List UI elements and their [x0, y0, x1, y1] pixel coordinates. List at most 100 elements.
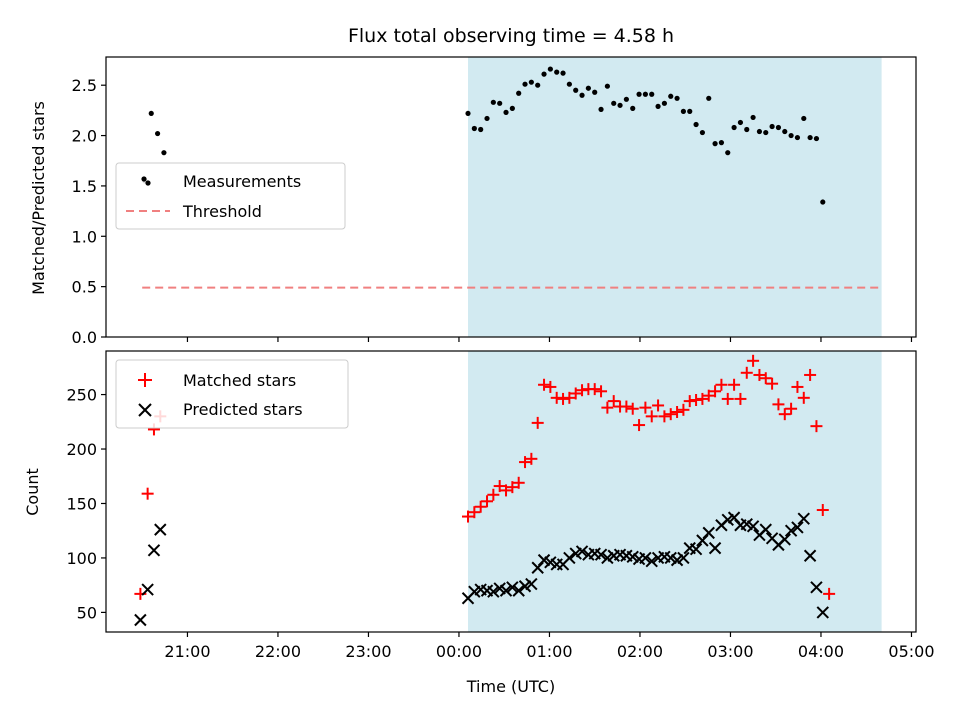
- matched-star-point: [500, 484, 513, 497]
- xtick-label-5: 02:00: [617, 642, 663, 661]
- predicted-star-point: [639, 551, 652, 565]
- x-axis-label: Time (UTC): [466, 677, 555, 696]
- matched-star-point: [544, 380, 557, 393]
- measurement-point: [706, 95, 712, 101]
- matched-star-point: [468, 506, 481, 519]
- bottom-y-ticks: 50 100 150 200 250: [66, 386, 106, 622]
- measurement-point: [522, 81, 528, 87]
- top-ytick-label-5: 2.5: [72, 76, 97, 95]
- matched-star-point: [481, 495, 494, 508]
- predicted-star-point: [784, 524, 798, 537]
- measurement-point: [478, 126, 484, 133]
- matched-star-point: [690, 394, 703, 407]
- matched-star-point: [563, 391, 576, 404]
- matched-star-point: [728, 378, 741, 391]
- matched-star-point: [626, 402, 639, 415]
- matched-star-point: [740, 366, 753, 379]
- measurement-point: [661, 100, 668, 106]
- xtick-label-0: 21:00: [164, 642, 210, 661]
- measurement-point: [535, 82, 541, 88]
- measurement-point: [148, 110, 154, 117]
- predicted-star-point: [141, 583, 154, 596]
- top-ytick-label-2: 1.0: [72, 227, 97, 246]
- measurement-point: [699, 129, 706, 136]
- measurement-point: [497, 100, 503, 106]
- measurement-point: [668, 93, 674, 99]
- top-panel: 0.0 0.5 1.0 1.5 2.0 2.5 Matched/Predicted sta…: [29, 56, 917, 347]
- measurement-point: [579, 92, 585, 98]
- matched-star-point: [141, 487, 154, 500]
- matched-star-points: [134, 354, 836, 600]
- matched-star-point: [747, 354, 760, 367]
- matched-star-point: [759, 372, 772, 385]
- xtick-label-6: 03:00: [707, 642, 753, 661]
- measurement-point: [642, 91, 648, 97]
- matched-star-point: [557, 392, 570, 405]
- legend-threshold-label: Threshold: [182, 202, 262, 221]
- matched-star-point: [753, 368, 766, 381]
- measurement-point: [547, 66, 553, 72]
- predicted-star-points: [134, 511, 829, 627]
- xtick-label-8: 05:00: [888, 642, 934, 661]
- top-x-ticks: [186, 337, 913, 342]
- predicted-star-point: [810, 581, 823, 594]
- measurement-point: [509, 105, 515, 111]
- measurement-point: [807, 134, 813, 141]
- matched-star-point: [595, 385, 608, 398]
- measurement-point: [154, 130, 161, 137]
- legend-predicted-label: Predicted stars: [183, 400, 303, 419]
- matched-star-point: [721, 392, 734, 405]
- matched-star-point: [766, 377, 779, 390]
- measurement-point: [655, 103, 661, 109]
- matched-star-point: [645, 410, 658, 423]
- measurement-point: [528, 79, 534, 85]
- matched-star-point: [506, 481, 519, 494]
- matched-star-point: [519, 456, 532, 469]
- matched-star-point: [734, 392, 747, 405]
- matched-star-point: [607, 395, 620, 408]
- predicted-star-point: [791, 521, 804, 534]
- matched-star-point: [677, 403, 690, 416]
- measurement-point: [490, 99, 496, 105]
- matched-star-point: [702, 389, 715, 402]
- measurement-point: [465, 110, 471, 117]
- matched-star-point: [772, 398, 785, 411]
- measurement-point: [756, 128, 763, 135]
- matched-star-point: [538, 378, 551, 391]
- measurement-point: [503, 109, 509, 115]
- matched-star-point: [633, 419, 646, 432]
- predicted-star-point: [803, 549, 817, 562]
- measurement-point: [604, 83, 610, 89]
- measurement-point: [573, 87, 579, 93]
- predicted-star-point: [594, 548, 608, 561]
- bottom-panel: 50 100 150 200 250 21:00 22:00 23:00 00:00 01:00…: [23, 350, 935, 696]
- matched-star-point: [652, 399, 665, 412]
- matched-star-point: [639, 401, 652, 414]
- xtick-label-7: 04:00: [798, 642, 844, 661]
- measurement-point: [731, 124, 737, 131]
- measurement-point: [471, 125, 477, 132]
- predicted-star-point: [816, 606, 829, 619]
- matched-star-point: [778, 408, 791, 421]
- matched-star-point: [601, 401, 614, 414]
- predicted-star-point: [702, 526, 715, 540]
- measurement-point: [750, 114, 756, 121]
- measurement-point: [598, 106, 604, 112]
- bottom-ytick-label-3: 200: [66, 440, 97, 459]
- top-ytick-label-1: 0.5: [72, 278, 97, 297]
- top-legend-box: [115, 162, 346, 230]
- measurement-point: [617, 102, 623, 108]
- predicted-star-point: [525, 577, 538, 591]
- top-ytick-label-3: 1.5: [72, 177, 97, 196]
- measurement-point: [788, 132, 794, 139]
- top-observing-span: [468, 57, 882, 337]
- bottom-ytick-label-4: 250: [66, 386, 97, 405]
- matched-star-point: [785, 402, 798, 415]
- measurement-point: [560, 70, 566, 76]
- top-axes-frame: [105, 56, 917, 338]
- predicted-star-point: [575, 545, 589, 558]
- matched-star-point: [810, 420, 823, 433]
- legend-matched-label: Matched stars: [183, 371, 296, 390]
- bottom-ytick-label-0: 50: [77, 603, 97, 622]
- bottom-legend-box: [115, 359, 349, 429]
